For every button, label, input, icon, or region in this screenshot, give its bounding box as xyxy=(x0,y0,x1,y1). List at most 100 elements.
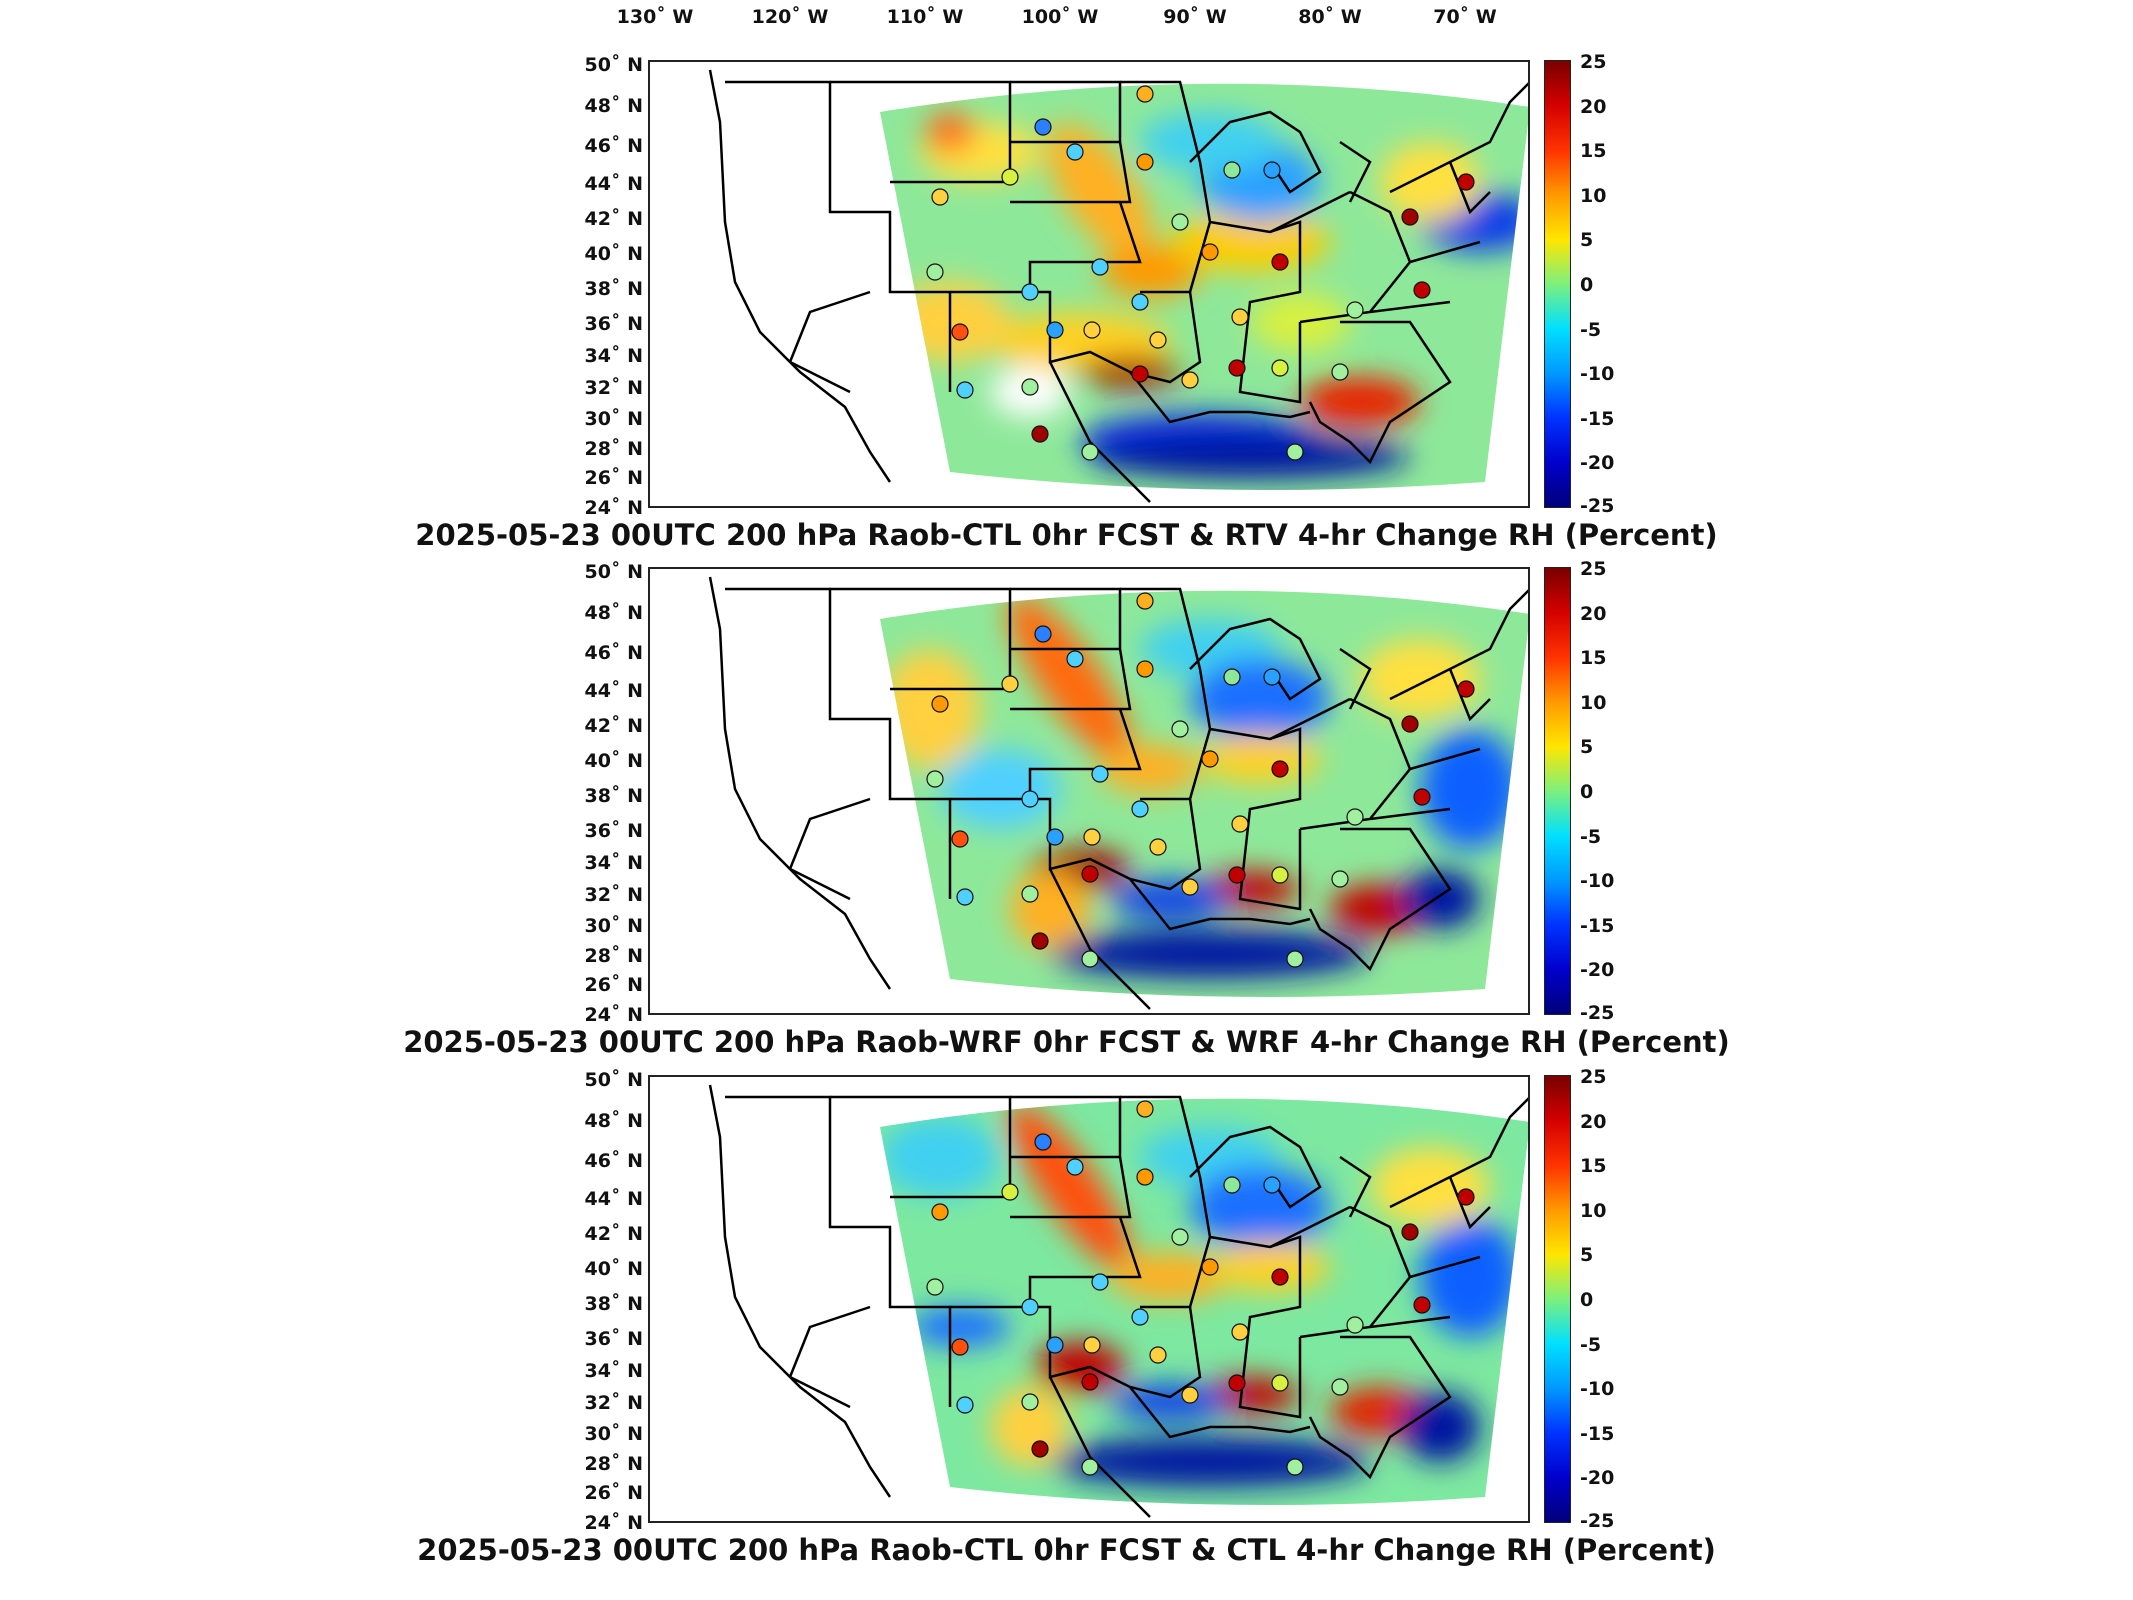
rh-field-map xyxy=(708,1084,1528,1518)
lat-label: 28˚ N xyxy=(584,1453,643,1475)
lat-label: 48˚ N xyxy=(584,1110,643,1132)
lat-label: 42˚ N xyxy=(584,208,643,230)
lat-label: 44˚ N xyxy=(584,173,643,195)
lat-label: 30˚ N xyxy=(584,1423,643,1445)
colorbar-tick: 5 xyxy=(1580,1244,1594,1266)
lat-label: 26˚ N xyxy=(584,974,643,996)
colorbar xyxy=(1544,1075,1571,1523)
lat-label: 32˚ N xyxy=(584,884,643,906)
lat-label: 30˚ N xyxy=(584,915,643,937)
state-boundaries xyxy=(708,576,1528,1010)
colorbar-tick: 0 xyxy=(1580,1289,1594,1311)
colorbar-tick: 20 xyxy=(1580,96,1607,118)
lat-label: 28˚ N xyxy=(584,438,643,460)
lat-label: 42˚ N xyxy=(584,715,643,737)
lat-label: 28˚ N xyxy=(584,945,643,967)
colorbar-tick: 5 xyxy=(1580,736,1594,758)
panel-rtv: 50˚ N 48˚ N 46˚ N 44˚ N 42˚ N 40˚ N 38˚ … xyxy=(0,51,2133,560)
lat-label: 36˚ N xyxy=(584,1328,643,1350)
lat-label: 32˚ N xyxy=(584,377,643,399)
panel-wrf: 50˚ N 48˚ N 46˚ N 44˚ N 42˚ N 40˚ N 38˚ … xyxy=(0,558,2133,1067)
colorbar-tick: -15 xyxy=(1580,408,1615,430)
map-plot xyxy=(648,60,1530,508)
colorbar-tick: -5 xyxy=(1580,319,1602,341)
colorbar-tick: 0 xyxy=(1580,781,1594,803)
lat-label: 44˚ N xyxy=(584,1188,643,1210)
panel-ctl: 50˚ N 48˚ N 46˚ N 44˚ N 42˚ N 40˚ N 38˚ … xyxy=(0,1066,2133,1575)
colorbar-tick: -20 xyxy=(1580,1467,1615,1489)
lat-label: 36˚ N xyxy=(584,313,643,335)
lat-label: 32˚ N xyxy=(584,1392,643,1414)
panel-title: 2025-05-23 00UTC 200 hPa Raob-CTL 0hr FC… xyxy=(417,1533,1716,1567)
rh-field-map xyxy=(708,576,1528,1010)
lat-label: 26˚ N xyxy=(584,467,643,489)
colorbar-tick: -10 xyxy=(1580,870,1615,892)
colorbar-tick: -20 xyxy=(1580,959,1615,981)
lat-label: 46˚ N xyxy=(584,1150,643,1172)
lat-label: 40˚ N xyxy=(584,243,643,265)
lat-label: 38˚ N xyxy=(584,785,643,807)
map-plot xyxy=(648,567,1530,1015)
lat-label: 46˚ N xyxy=(584,642,643,664)
state-boundaries xyxy=(708,69,1528,503)
state-boundaries xyxy=(708,1084,1528,1518)
lon-label: 80˚ W xyxy=(1298,6,1362,28)
colorbar-tick: 10 xyxy=(1580,1200,1607,1222)
colorbar-tick: 15 xyxy=(1580,140,1607,162)
colorbar-tick: 5 xyxy=(1580,229,1594,251)
colorbar-tick: -10 xyxy=(1580,363,1615,385)
lat-label: 30˚ N xyxy=(584,408,643,430)
colorbar-tick: 25 xyxy=(1580,51,1607,73)
lat-label: 46˚ N xyxy=(584,135,643,157)
lat-label: 40˚ N xyxy=(584,750,643,772)
lat-label: 24˚ N xyxy=(584,1512,643,1534)
lat-label: 26˚ N xyxy=(584,1482,643,1504)
lat-label: 48˚ N xyxy=(584,602,643,624)
raob-stations xyxy=(926,85,1475,461)
colorbar-tick: 15 xyxy=(1580,1155,1607,1177)
colorbar-tick: -5 xyxy=(1580,1334,1602,1356)
colorbar-tick: -25 xyxy=(1580,1002,1615,1024)
panel-title: 2025-05-23 00UTC 200 hPa Raob-CTL 0hr FC… xyxy=(415,518,1718,552)
lon-label: 90˚ W xyxy=(1163,6,1227,28)
colorbar-tick: 15 xyxy=(1580,647,1607,669)
colorbar xyxy=(1544,567,1571,1015)
lat-label: 50˚ N xyxy=(584,1069,643,1091)
panel-title: 2025-05-23 00UTC 200 hPa Raob-WRF 0hr FC… xyxy=(403,1025,1730,1059)
lat-label: 50˚ N xyxy=(584,561,643,583)
lat-label: 40˚ N xyxy=(584,1258,643,1280)
colorbar-tick: -25 xyxy=(1580,495,1615,517)
colorbar-tick: -10 xyxy=(1580,1378,1615,1400)
lat-label: 48˚ N xyxy=(584,95,643,117)
colorbar-tick: 25 xyxy=(1580,1066,1607,1088)
lat-label: 24˚ N xyxy=(584,497,643,519)
colorbar-tick: 20 xyxy=(1580,603,1607,625)
colorbar-tick: -25 xyxy=(1580,1510,1615,1532)
lon-label: 70˚ W xyxy=(1433,6,1497,28)
lon-label: 130˚ W xyxy=(616,6,694,28)
lat-label: 34˚ N xyxy=(584,345,643,367)
lat-label: 38˚ N xyxy=(584,278,643,300)
lat-label: 36˚ N xyxy=(584,820,643,842)
lon-label: 110˚ W xyxy=(886,6,964,28)
longitude-labels: 130˚ W 120˚ W 110˚ W 100˚ W 90˚ W 80˚ W … xyxy=(0,0,2133,50)
colorbar-tick: -15 xyxy=(1580,1423,1615,1445)
colorbar-tick: -5 xyxy=(1580,826,1602,848)
colorbar-tick: 25 xyxy=(1580,558,1607,580)
colorbar-tick: 20 xyxy=(1580,1111,1607,1133)
raob-stations xyxy=(926,592,1475,968)
lat-label: 44˚ N xyxy=(584,680,643,702)
lon-label: 100˚ W xyxy=(1021,6,1099,28)
lat-label: 34˚ N xyxy=(584,1360,643,1382)
lat-label: 50˚ N xyxy=(584,54,643,76)
rh-field-map xyxy=(708,69,1528,503)
colorbar-tick: 10 xyxy=(1580,692,1607,714)
lat-label: 24˚ N xyxy=(584,1004,643,1026)
raob-stations xyxy=(926,1100,1475,1476)
colorbar-tick: -20 xyxy=(1580,452,1615,474)
colorbar xyxy=(1544,60,1571,508)
colorbar-tick: 0 xyxy=(1580,274,1594,296)
lat-label: 34˚ N xyxy=(584,852,643,874)
lat-label: 42˚ N xyxy=(584,1223,643,1245)
colorbar-tick: -15 xyxy=(1580,915,1615,937)
